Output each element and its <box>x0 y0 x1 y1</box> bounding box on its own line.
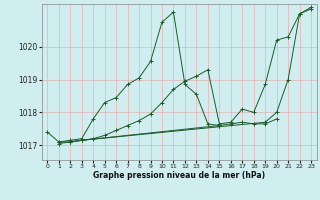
X-axis label: Graphe pression niveau de la mer (hPa): Graphe pression niveau de la mer (hPa) <box>93 171 265 180</box>
